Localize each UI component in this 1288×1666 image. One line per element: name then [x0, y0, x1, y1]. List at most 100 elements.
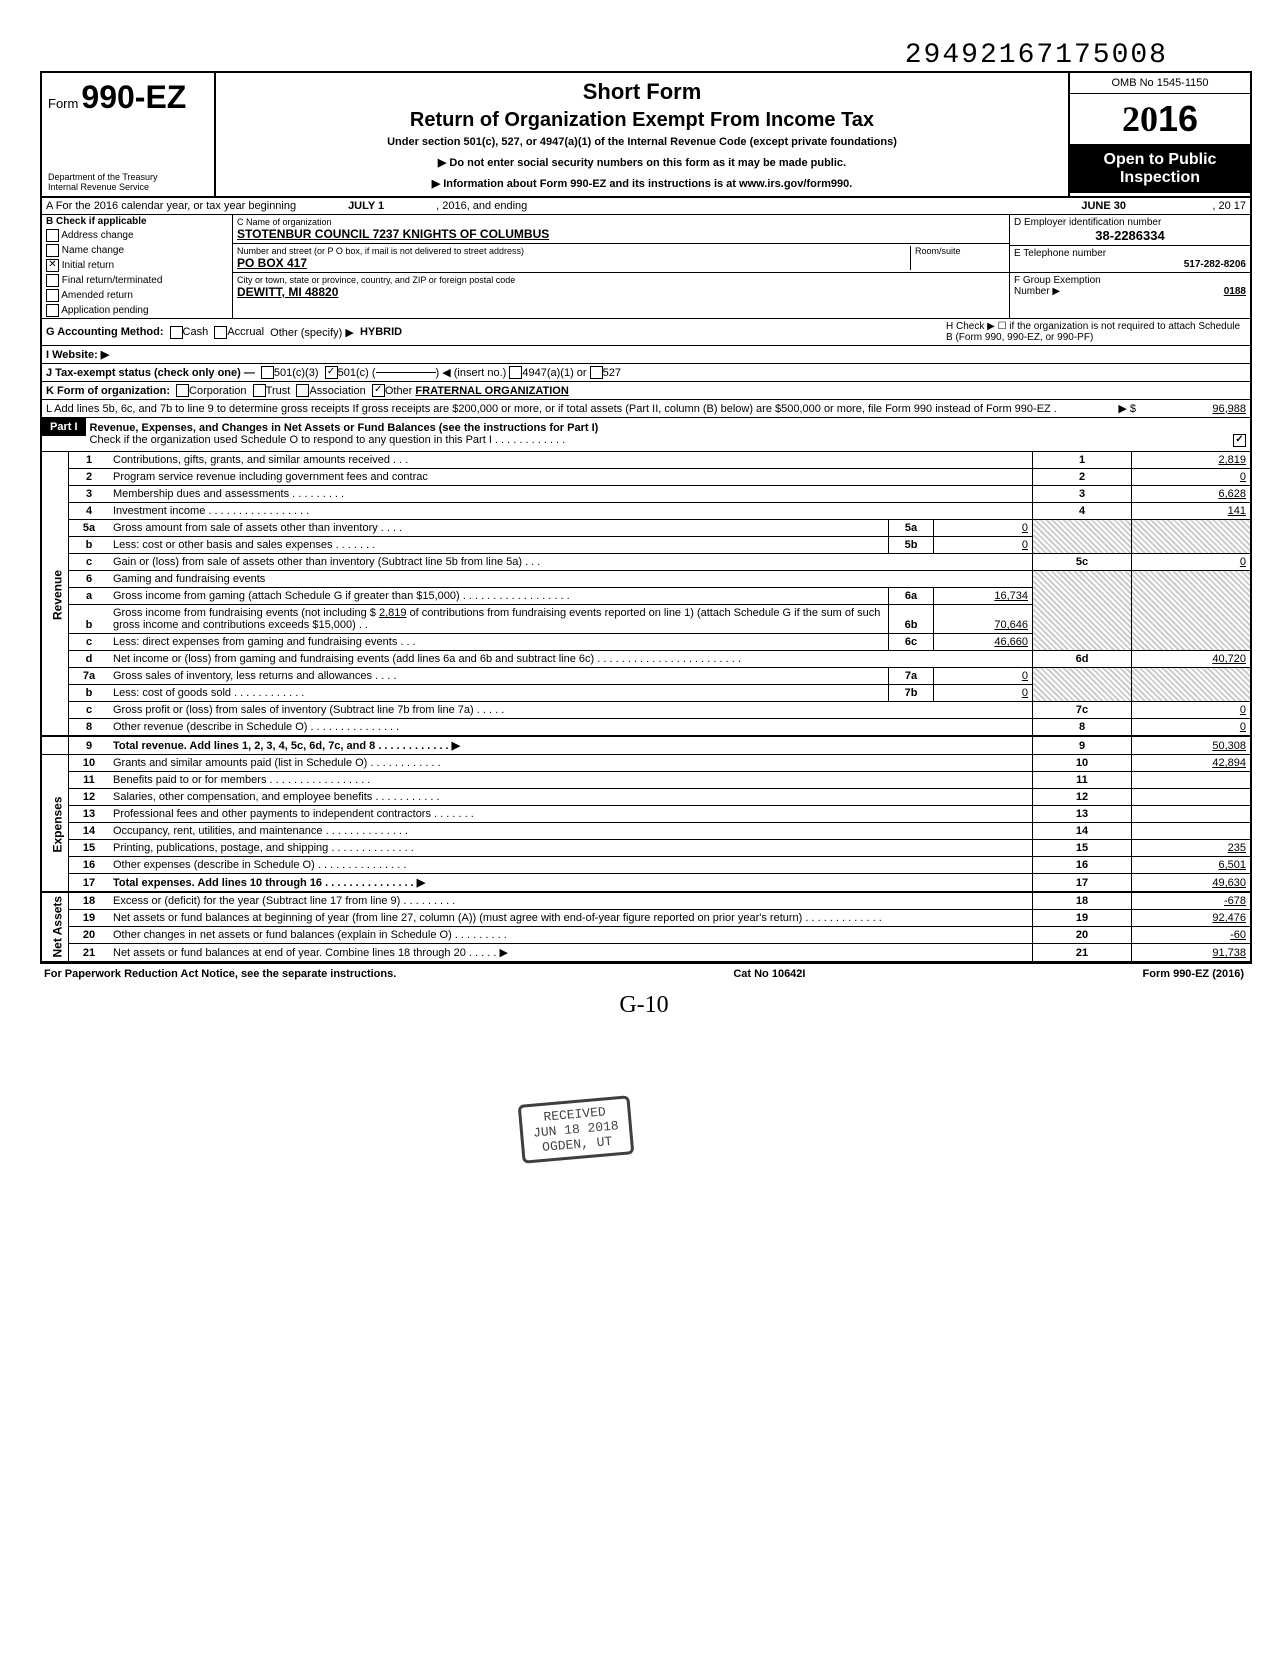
cb-trust[interactable] [253, 384, 266, 397]
form-990ez: Form 990-EZ Department of the Treasury I… [40, 71, 1252, 964]
l-text: L Add lines 5b, 6c, and 7b to line 9 to … [46, 403, 1096, 415]
line-17-val: 49,630 [1132, 874, 1251, 893]
line-11-val [1132, 772, 1251, 789]
f-label2: Number ▶ [1014, 286, 1101, 297]
line-6d-val: 40,720 [1132, 651, 1251, 668]
cb-501c[interactable] [325, 366, 338, 379]
under-section: Under section 501(c), 527, or 4947(a)(1)… [226, 136, 1058, 148]
line-6c-val: 46,660 [934, 634, 1033, 651]
line-6a-val: 16,734 [934, 588, 1033, 605]
part-1-table: Revenue 1Contributions, gifts, grants, a… [42, 452, 1250, 962]
form-number: 990-EZ [81, 79, 186, 115]
row-l-gross-receipts: L Add lines 5b, 6c, and 7b to line 9 to … [42, 400, 1250, 418]
line-7a-val: 0 [934, 668, 1033, 685]
header-mid: Short Form Return of Organization Exempt… [216, 73, 1068, 196]
form-title: Return of Organization Exempt From Incom… [226, 109, 1058, 132]
cb-app-pending[interactable] [46, 304, 59, 317]
header-left: Form 990-EZ Department of the Treasury I… [42, 73, 216, 196]
info-link: ▶ Information about Form 990-EZ and its … [226, 177, 1058, 190]
cb-other-org[interactable] [372, 384, 385, 397]
line-6b-val: 70,646 [934, 605, 1033, 634]
dept-treasury: Department of the Treasury [48, 172, 158, 182]
part-1-check-text: Check if the organization used Schedule … [90, 434, 566, 446]
line-1-val: 2,819 [1132, 452, 1251, 469]
phone-value: 517-282-8206 [1014, 259, 1246, 270]
cb-527[interactable] [590, 366, 603, 379]
line-2-val: 0 [1132, 469, 1251, 486]
room-label: Room/suite [915, 246, 1005, 256]
info-block: B Check if applicable Address change Nam… [42, 215, 1250, 319]
col-c-org-info: C Name of organization STOTENBUR COUNCIL… [233, 215, 1010, 318]
cb-4947[interactable] [509, 366, 522, 379]
line-18-val: -678 [1132, 892, 1251, 910]
footer-catno: Cat No 10642I [733, 968, 805, 980]
line-5b-val: 0 [934, 537, 1033, 554]
form-header: Form 990-EZ Department of the Treasury I… [42, 73, 1250, 198]
part-1-header: Part I Revenue, Expenses, and Changes in… [42, 418, 1250, 452]
form-footer: For Paperwork Reduction Act Notice, see … [40, 964, 1248, 984]
line-13-val [1132, 806, 1251, 823]
open-to-public: Open to Public Inspection [1070, 145, 1250, 193]
org-city: DEWITT, MI 48820 [237, 285, 1005, 299]
cb-address-change[interactable] [46, 229, 59, 242]
l-arrow: ▶ $ [1096, 402, 1136, 415]
cb-cash[interactable] [170, 326, 183, 339]
ein-value: 38-2286334 [1014, 228, 1246, 243]
dept-irs: Internal Revenue Service [48, 182, 158, 192]
line-5a-val: 0 [934, 520, 1033, 537]
org-other-val: FRATERNAL ORGANIZATION [415, 385, 568, 397]
omb-number: OMB No 1545-1150 [1070, 73, 1250, 94]
e-label: E Telephone number [1014, 248, 1246, 259]
row-h-text: H Check ▶ ☐ if the organization is not r… [946, 321, 1246, 343]
line-15-val: 235 [1132, 840, 1251, 857]
cb-amended[interactable] [46, 289, 59, 302]
cb-initial-return[interactable] [46, 259, 59, 272]
period-end-year: , 20 17 [1126, 200, 1246, 212]
cb-501c3[interactable] [261, 366, 274, 379]
b-title: B Check if applicable [42, 215, 232, 228]
line-16-val: 6,501 [1132, 857, 1251, 874]
cb-final-return[interactable] [46, 274, 59, 287]
row-g-accounting: G Accounting Method: Cash Accrual Other … [42, 319, 1250, 346]
section-expenses: Expenses [42, 755, 69, 893]
cb-part1-schedule-o[interactable] [1233, 434, 1246, 447]
form-prefix: Form [48, 96, 78, 111]
line-9-val: 50,308 [1132, 736, 1251, 755]
line-19-val: 92,476 [1132, 910, 1251, 927]
row-i-website: I Website: ▶ [42, 346, 1250, 364]
line-21-val: 91,738 [1132, 944, 1251, 962]
line-7c-val: 0 [1132, 702, 1251, 719]
part-1-label: Part I [42, 418, 86, 436]
line-4-val: 141 [1132, 503, 1251, 520]
line-5c-val: 0 [1132, 554, 1251, 571]
cb-corp[interactable] [176, 384, 189, 397]
row-a-mid: , 2016, and ending [436, 200, 527, 212]
period-end: JUNE 30 [1081, 200, 1126, 212]
tax-year: 2016 [1070, 94, 1250, 145]
row-a-pre: A For the 2016 calendar year, or tax yea… [46, 200, 296, 212]
accounting-other-val: HYBRID [360, 326, 402, 338]
period-begin: JULY 1 [296, 200, 436, 212]
header-right: OMB No 1545-1150 2016 Open to Public Ins… [1068, 73, 1250, 196]
city-label: City or town, state or province, country… [237, 275, 1005, 285]
line-6b-contrib: 2,819 [379, 607, 407, 619]
col-b-checkboxes: B Check if applicable Address change Nam… [42, 215, 233, 318]
cb-name-change[interactable] [46, 244, 59, 257]
cb-assoc[interactable] [296, 384, 309, 397]
c-label: C Name of organization [237, 217, 1005, 227]
line-3-val: 6,628 [1132, 486, 1251, 503]
ssn-warning: ▶ Do not enter social security numbers o… [226, 156, 1058, 169]
received-stamp: RECEIVED JUN 18 2018 OGDEN, UT [518, 1095, 635, 1164]
section-net-assets: Net Assets [42, 892, 69, 962]
row-j-tax-status: J Tax-exempt status (check only one) — 5… [42, 364, 1250, 382]
cb-accrual[interactable] [214, 326, 227, 339]
row-a-tax-year: A For the 2016 calendar year, or tax yea… [42, 198, 1250, 215]
l-value: 96,988 [1136, 403, 1246, 415]
org-address: PO BOX 417 [237, 256, 910, 270]
org-name: STOTENBUR COUNCIL 7237 KNIGHTS OF COLUMB… [237, 227, 1005, 241]
line-12-val [1132, 789, 1251, 806]
footer-paperwork: For Paperwork Reduction Act Notice, see … [44, 968, 396, 980]
short-form-label: Short Form [226, 79, 1058, 105]
document-id-top: 29492167175008 [40, 40, 1248, 71]
line-14-val [1132, 823, 1251, 840]
